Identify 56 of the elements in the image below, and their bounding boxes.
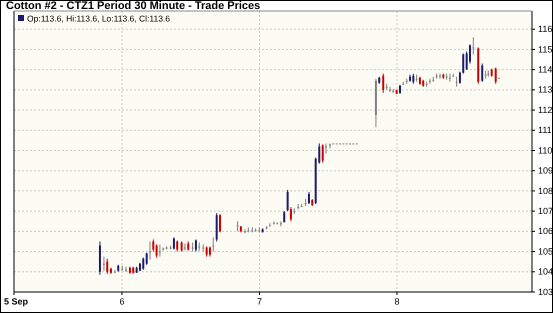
candlestick [102,256,105,272]
candlestick [412,73,414,84]
candlestick [494,67,497,84]
y-tick-label: 106 [538,226,553,236]
x-tick-label: 8 [394,296,400,306]
y-tick-label: 104 [538,266,553,277]
chart-title: Cotton #2 - CTZ1 Period 30 Minute - Trade Prices [6,0,260,12]
candlestick [432,76,434,82]
candlestick [194,238,197,252]
y-tick-label: 116 [538,24,552,34]
candlestick [398,84,401,94]
candlestick [208,246,211,258]
candlestick [180,240,183,252]
x-tick-label: 7 [256,296,262,306]
candlestick [286,189,289,212]
candlestick [236,220,239,232]
y-tick-label: 110 [538,145,552,156]
candlestick [276,222,278,224]
candlestick [124,266,127,272]
y-tick-label: 114 [538,64,552,75]
y-tick-label: 113 [538,84,552,95]
candlestick [456,76,458,88]
candlestick [416,74,418,82]
candlestick [290,206,292,222]
y-tick-label: 105 [538,246,553,256]
candlestick [192,242,194,252]
candlestick [283,210,286,223]
candlestick [280,220,282,227]
candlestick [187,240,190,252]
legend-label: Op:113.6, Hi:113.6, Lo:113.6, Cl:113.6 [27,14,170,24]
candlestick [308,191,310,205]
y-tick-label: 107 [538,206,553,216]
candlestick [148,240,151,260]
x-tick-label: 5 Sep [4,296,29,306]
candlestick [158,244,161,258]
candlestick [382,73,384,94]
candlestick [448,73,451,82]
candlestick [176,240,178,252]
candlestick [156,244,158,258]
candlestick [212,236,214,252]
candlestick [318,142,320,164]
candlestick [481,63,484,82]
candlestick [428,78,431,84]
candlestick [121,265,124,272]
x-tick-label: 6 [119,296,124,306]
candlestick [472,36,474,55]
candlestick [325,142,328,154]
y-tick-label: 115 [538,44,552,54]
candlestick [172,236,175,250]
candlestick [406,78,408,84]
candlestick [322,144,324,164]
y-tick-label: 111 [538,125,552,136]
candlestick [206,246,208,258]
candlestick [106,258,108,274]
candlestick [218,214,221,233]
y-tick-label: 112 [538,104,552,115]
